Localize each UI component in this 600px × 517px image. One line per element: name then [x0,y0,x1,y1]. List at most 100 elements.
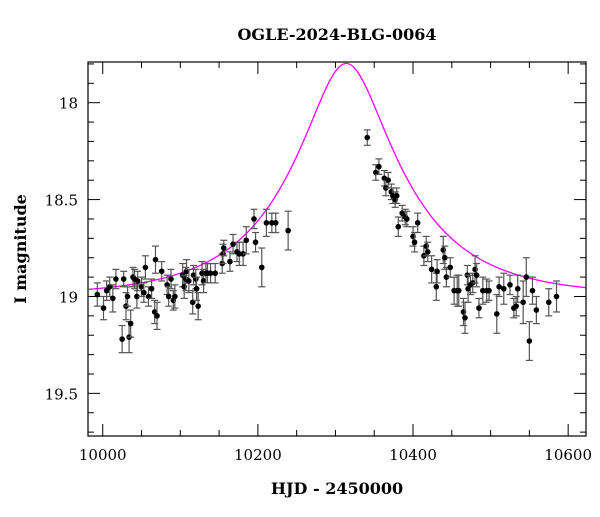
y-tick-label: 18 [59,95,78,113]
data-marker [411,239,418,246]
data-point [525,321,533,362]
data-marker [142,264,149,271]
data-marker [496,283,502,290]
data-marker [523,274,530,280]
data-marker [134,278,141,284]
data-point [194,292,202,321]
data-point [461,301,469,334]
data-marker [168,276,174,282]
data-point [485,280,493,301]
data-marker [119,336,125,342]
data-marker [103,287,110,294]
data-point [106,276,114,298]
y-tick-label: 19 [59,288,78,306]
data-marker [414,220,421,226]
data-point [479,276,487,305]
data-marker [447,264,454,271]
model-curve [88,62,587,291]
data-marker [486,287,492,294]
data-point [475,297,483,319]
data-marker [455,287,462,294]
data-marker [443,274,450,280]
data-point [375,158,383,175]
data-point [532,295,540,325]
data-marker [110,295,116,302]
data-point [441,245,449,270]
data-marker [513,303,519,309]
data-marker [520,299,526,306]
y-tick-label: 19.5 [45,385,78,403]
data-point [118,324,126,354]
data-point [185,268,193,294]
data-marker [376,163,382,170]
data-marker [172,293,178,300]
data-marker [127,320,134,327]
data-marker [493,311,500,317]
data-marker [220,245,227,251]
data-marker [424,249,431,255]
data-marker [154,313,160,319]
data-point [193,276,201,301]
data-point [207,262,215,284]
data-marker [462,314,468,321]
data-point [528,276,536,305]
data-point [433,259,441,284]
data-marker [473,272,480,278]
data-point [211,262,219,284]
data-point [124,286,132,307]
data-point [148,278,156,300]
data-marker [433,283,440,290]
data-marker [165,293,172,300]
y-tick-label: 18.5 [45,192,78,210]
data-point [512,295,520,317]
plot-frame [87,61,587,437]
data-point [519,280,527,325]
data-marker [243,237,250,244]
data-point [363,129,371,146]
data-marker [120,276,127,282]
data-point [553,280,561,313]
data-point [140,282,148,303]
x-tick-label: 10200 [234,446,282,464]
data-marker [393,192,400,199]
data-point [514,274,522,303]
data-marker [141,289,147,296]
chart-title: OGLE-2024-BLG-0064 [237,25,436,44]
data-marker [251,216,257,222]
data-point [127,309,135,338]
data-marker [553,293,560,300]
data-point [506,274,514,296]
data-point [112,268,120,290]
data-point [151,245,159,274]
data-point [93,282,101,307]
data-marker [186,278,192,284]
data-marker [252,239,259,246]
data-marker [158,268,165,275]
data-point [250,208,258,230]
data-marker [207,270,214,277]
data-marker [434,268,440,275]
data-point [403,210,411,228]
data-point [252,231,260,253]
data-point [394,216,402,238]
data-marker [227,258,233,265]
data-point [167,268,175,290]
data-marker [526,338,533,344]
data-marker [514,285,521,292]
data-point [120,270,128,288]
data-marker [533,307,540,313]
data-point [495,276,503,298]
data-point [455,274,463,307]
data-marker [385,177,391,184]
data-point [153,301,161,331]
data-point [473,262,481,288]
data-point [446,257,454,278]
data-marker [152,256,159,263]
data-marker [404,216,410,222]
data-point [171,284,179,309]
data-marker [113,276,119,282]
data-point [414,212,422,234]
data-point [522,257,530,298]
data-point [393,187,401,205]
